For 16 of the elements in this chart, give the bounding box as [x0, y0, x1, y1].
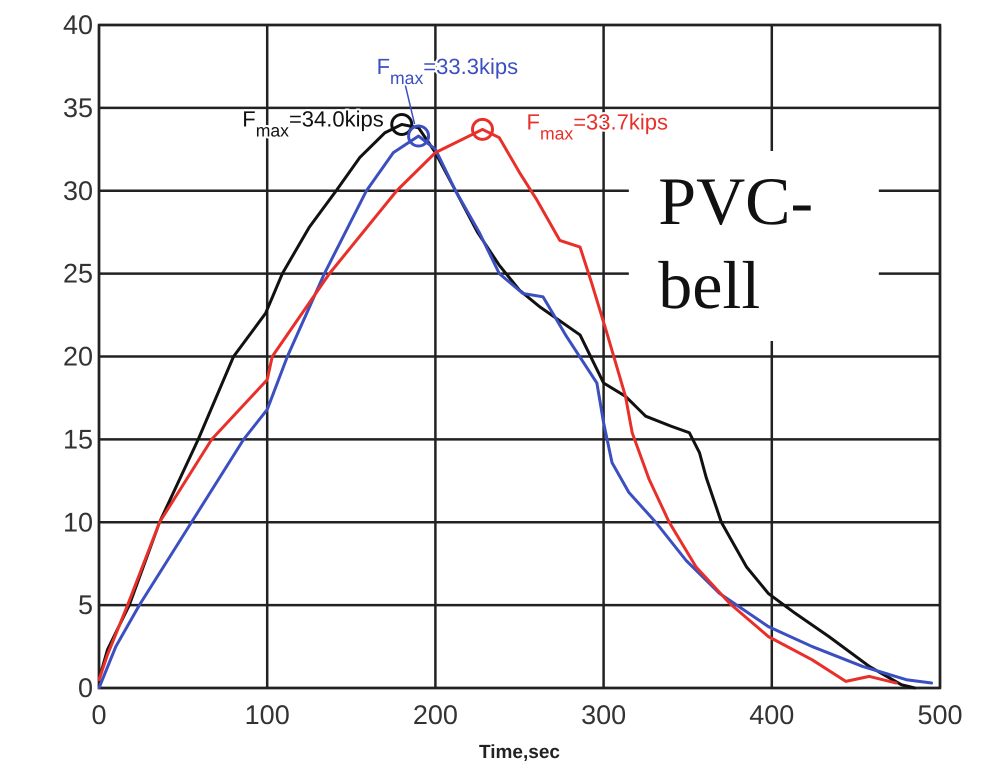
x-tick-label: 500: [917, 700, 963, 730]
y-tick-label: 30: [62, 176, 93, 206]
y-tick-label: 25: [62, 258, 93, 289]
y-tick-label: 40: [62, 10, 93, 40]
x-axis-title: Time,sec: [479, 742, 560, 763]
annotation: PVC- bell: [658, 162, 814, 323]
y-tick-label: 35: [62, 92, 93, 123]
x-tick-label: 200: [412, 700, 458, 730]
y-tick-label: 5: [78, 590, 93, 620]
y-tick-label: 10: [62, 507, 93, 538]
x-tick-label: 400: [749, 700, 794, 730]
y-tick-label: 20: [62, 342, 93, 372]
y-tick-label: 15: [62, 424, 93, 454]
x-tick-label: 100: [244, 700, 290, 730]
y-tick-label: 0: [78, 673, 93, 703]
x-tick-label: 300: [581, 700, 626, 730]
